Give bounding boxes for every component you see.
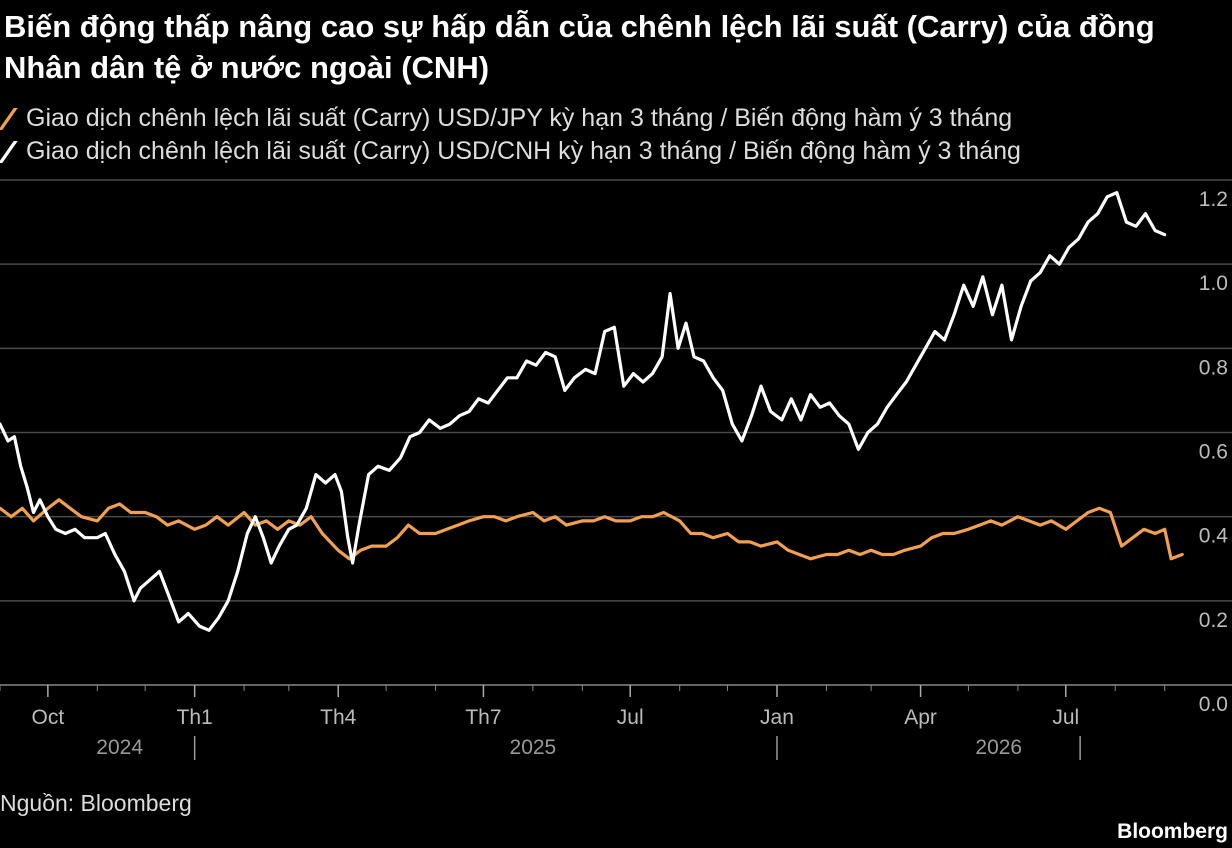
series-line-usdcnh [0,191,1167,632]
y-tick-label: 1.0 [1199,272,1228,295]
x-tick-label: Oct [32,706,65,729]
year-label: 2025 [510,736,557,759]
x-tick-label: Th7 [465,706,501,729]
y-tick-label: 0.0 [1199,693,1228,716]
x-tick-label: Jan [760,706,794,729]
y-tick-label: 0.6 [1199,441,1228,464]
year-label: 2024 [96,736,143,759]
y-tick-label: 0.2 [1199,609,1228,632]
legend-item-usdjpy: Giao dịch chênh lệch lãi suất (Carry) US… [0,102,1021,135]
year-label: 2026 [975,736,1022,759]
series-line-usdjpy [0,498,1184,561]
brand-logo: Bloomberg [1117,820,1228,843]
chart-title: Biến động thấp nâng cao sự hấp dẫn của c… [4,9,1155,85]
legend-label-usdjpy: Giao dịch chênh lệch lãi suất (Carry) US… [26,104,1013,132]
legend-label-usdcnh: Giao dịch chênh lệch lãi suất (Carry) US… [26,137,1021,165]
x-tick-label: Jul [1052,706,1079,729]
x-tick-label: Apr [904,706,937,729]
x-tick-label: Th4 [320,706,357,729]
x-tick-label: Th1 [177,706,213,729]
legend: Giao dịch chênh lệch lãi suất (Carry) US… [0,102,1021,168]
y-tick-label: 1.2 [1199,188,1228,211]
legend-item-usdcnh: Giao dịch chênh lệch lãi suất (Carry) US… [0,135,1021,168]
y-tick-label: 0.4 [1199,525,1229,548]
source-note: Nguồn: Bloomberg [0,790,192,816]
x-tick-label: Jul [617,706,644,729]
y-tick-label: 0.8 [1199,356,1228,379]
